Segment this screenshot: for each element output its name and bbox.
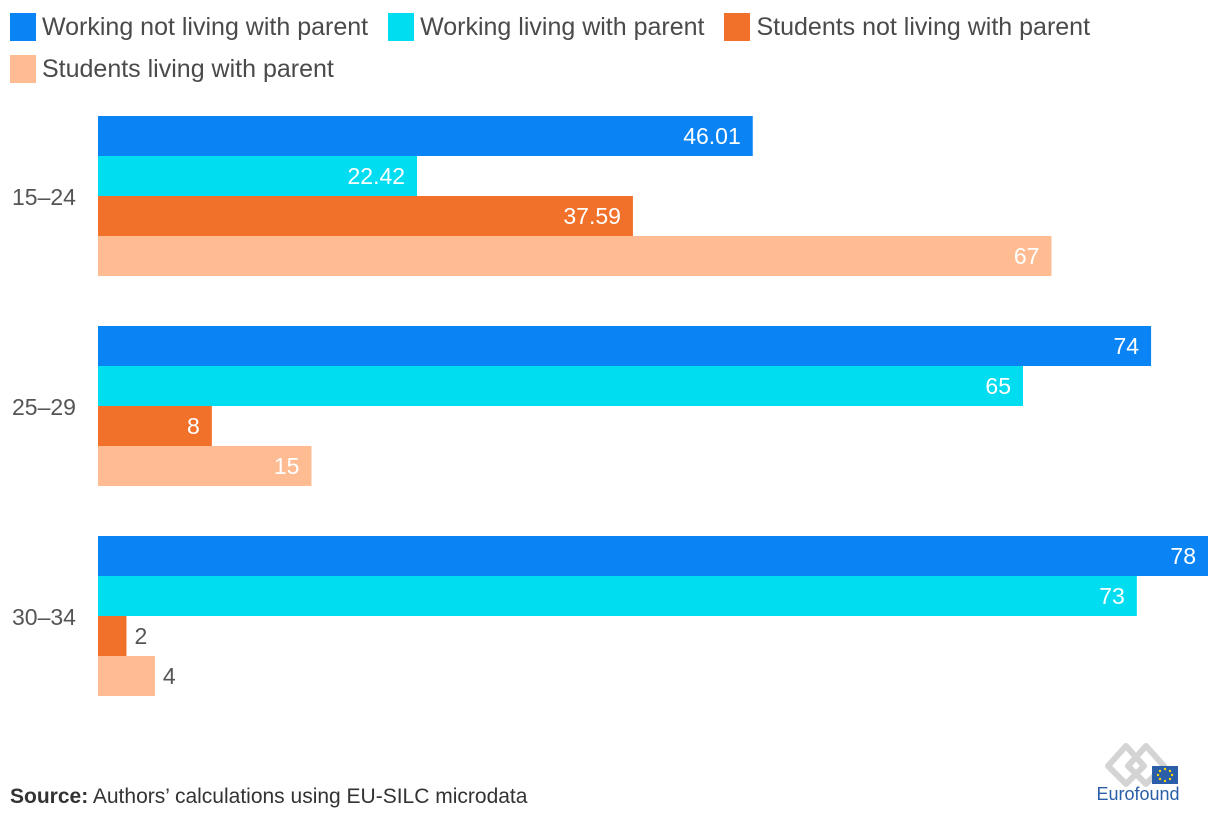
bar-students-living-with-parent-2 bbox=[98, 656, 155, 696]
source-label: Source: bbox=[10, 785, 89, 808]
bar-students-not-living-with-parent-0 bbox=[98, 196, 633, 236]
data-label: 4 bbox=[163, 663, 176, 689]
category-label: 15–24 bbox=[12, 184, 76, 210]
data-label: 78 bbox=[1170, 543, 1196, 569]
bar-students-not-living-with-parent-2 bbox=[98, 616, 127, 656]
legend-label: Working living with parent bbox=[420, 12, 705, 41]
legend-item-students-not-living-with-parent: Students not living with parent bbox=[724, 12, 1090, 42]
data-label: 8 bbox=[187, 413, 200, 439]
data-label: 65 bbox=[985, 373, 1011, 399]
source-note: Source: Authors’ calculations using EU-S… bbox=[10, 785, 527, 809]
category-label: 30–34 bbox=[12, 604, 76, 630]
logo-text: Eurofound bbox=[1096, 784, 1180, 804]
legend-item-working-living-with-parent: Working living with parent bbox=[388, 12, 704, 42]
legend-item-working-not-living-with-parent: Working not living with parent bbox=[10, 12, 368, 42]
legend-item-students-living-with-parent: Students living with parent bbox=[10, 54, 334, 84]
bar-chart: 15–24 46.01 22.42 37.59 67 25–29 74 65 8 15 30–34 7… bbox=[12, 116, 1208, 696]
bar-students-not-living-with-parent-1 bbox=[98, 406, 212, 446]
data-label: 46.01 bbox=[683, 123, 741, 149]
bar-working-not-living-with-parent-2 bbox=[98, 536, 1208, 576]
data-label: 37.59 bbox=[563, 203, 621, 229]
legend-swatch bbox=[10, 55, 36, 83]
data-label: 15 bbox=[274, 453, 300, 479]
data-label: 2 bbox=[134, 623, 147, 649]
bar-working-not-living-with-parent-0 bbox=[98, 116, 753, 156]
eurofound-logo-icon bbox=[1105, 743, 1178, 787]
bar-students-living-with-parent-1 bbox=[98, 446, 312, 486]
legend-label: Working not living with parent bbox=[42, 12, 369, 41]
legend-swatch bbox=[388, 13, 415, 41]
bar-working-not-living-with-parent-1 bbox=[98, 326, 1152, 366]
eurofound-logo: Eurofound bbox=[1086, 738, 1190, 810]
legend-label: Students living with parent bbox=[42, 54, 334, 83]
bar-working-living-with-parent-1 bbox=[98, 366, 1023, 406]
category-label: 25–29 bbox=[12, 394, 76, 420]
data-label: 67 bbox=[1014, 243, 1040, 269]
legend-swatch bbox=[10, 13, 36, 41]
bar-students-living-with-parent-0 bbox=[98, 236, 1052, 276]
legend-label: Students not living with parent bbox=[756, 12, 1091, 41]
data-label: 22.42 bbox=[347, 163, 405, 189]
legend-swatch bbox=[724, 13, 751, 41]
source-text: Authors’ calculations using EU-SILC micr… bbox=[88, 785, 528, 808]
data-label: 73 bbox=[1099, 583, 1125, 609]
data-label: 74 bbox=[1113, 333, 1139, 359]
legend: Working not living with parent Working li… bbox=[10, 12, 1190, 84]
bar-working-living-with-parent-0 bbox=[98, 156, 418, 196]
bar-working-living-with-parent-2 bbox=[98, 576, 1137, 616]
